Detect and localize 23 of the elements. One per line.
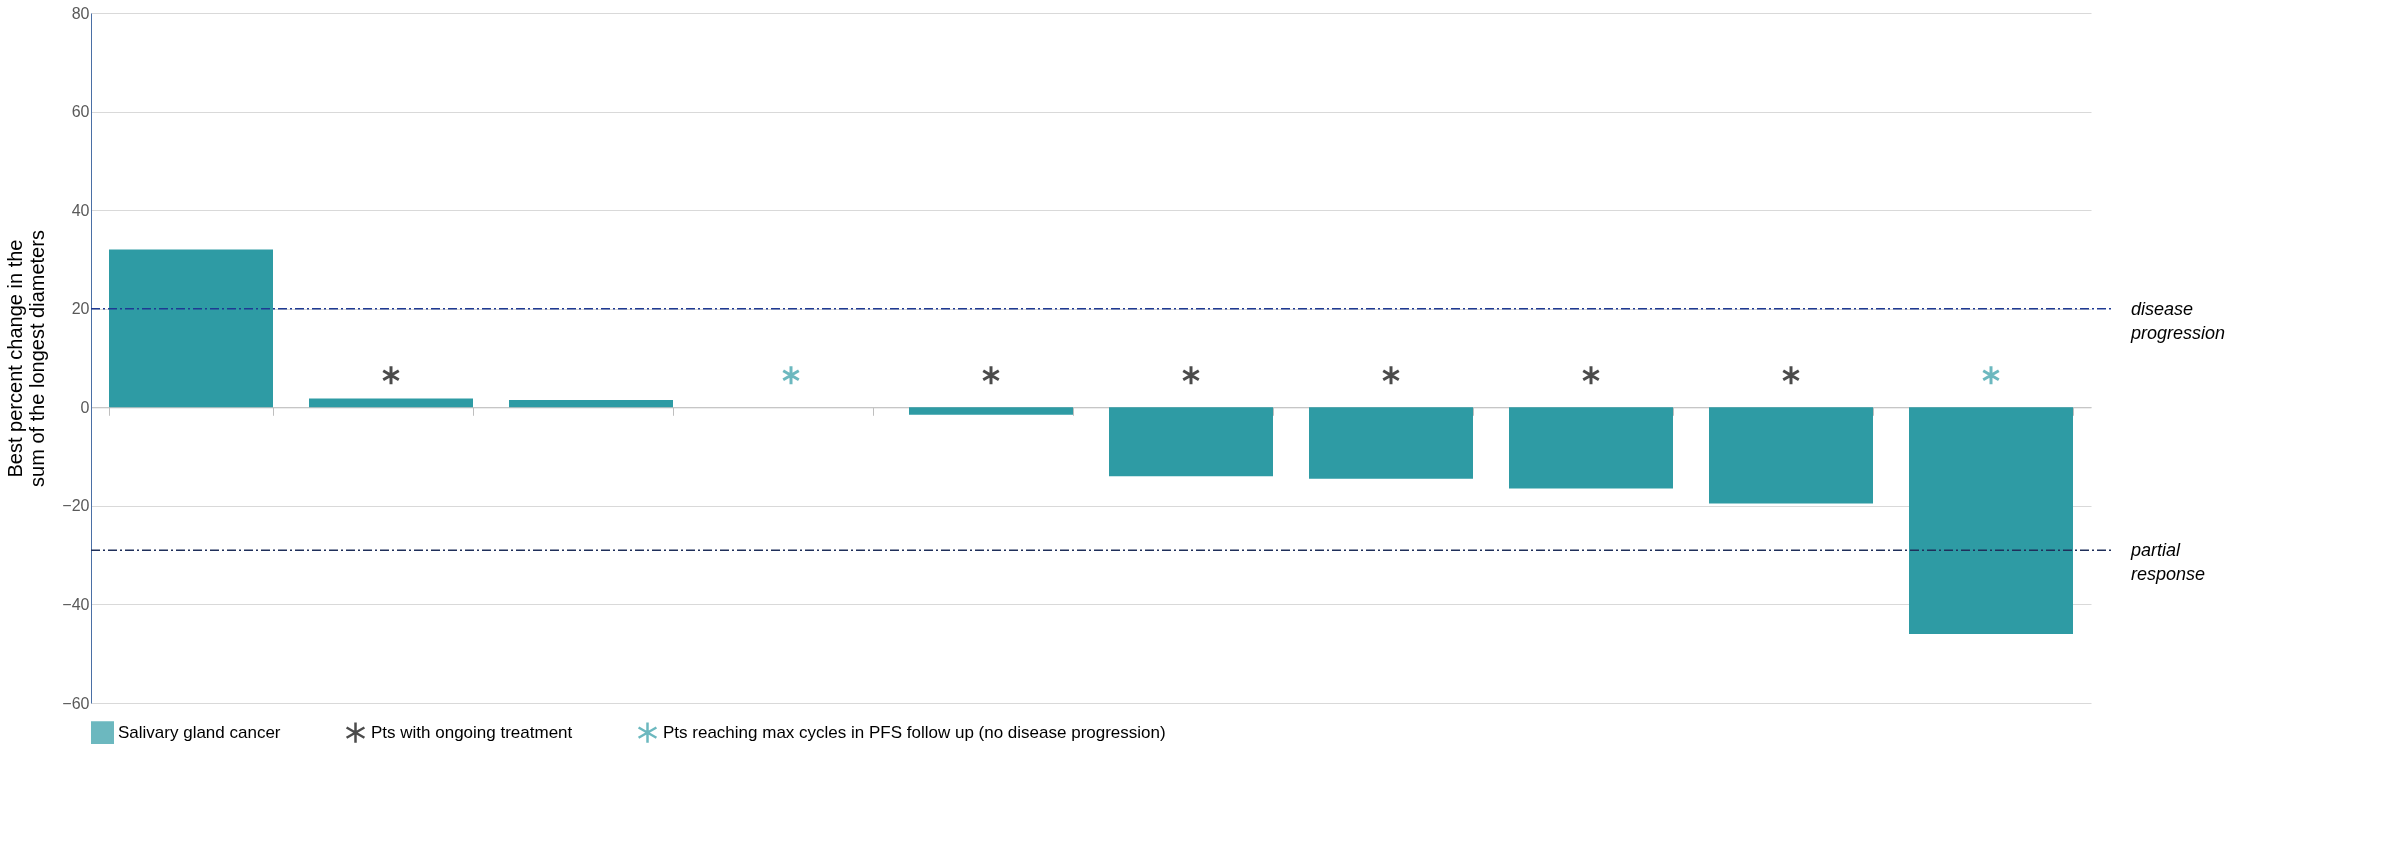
bar [1309,407,1473,479]
bar [109,249,273,408]
bar [1909,407,2073,634]
y-tick-label: 20 [71,300,90,318]
y-tick-label: 40 [71,201,90,219]
y-axis-title: Best percent change in the sum of the longest diameters [4,230,49,487]
bar [1109,407,1273,477]
legend-label: Pts reaching max cycles in PFS follow up (no disease progression) [663,722,1166,742]
y-tick-label: −20 [62,497,90,515]
y-tick-label: −60 [62,694,90,712]
bar [509,399,673,408]
bar [909,407,1073,415]
legend-label: Salivary gland cancer [118,722,281,742]
y-tick-label: 60 [71,103,90,121]
bar [1509,407,1673,489]
y-tick-label: 0 [80,398,90,416]
ref-line-label: disease progression [2130,298,2226,343]
legend-label: Pts with ongoing treatment [371,722,573,742]
bar [309,398,473,408]
bar [1709,407,1873,504]
ref-line-label: partial response [2130,540,2206,585]
y-tick-label: −40 [62,595,90,613]
y-tick-label: 80 [71,4,90,22]
